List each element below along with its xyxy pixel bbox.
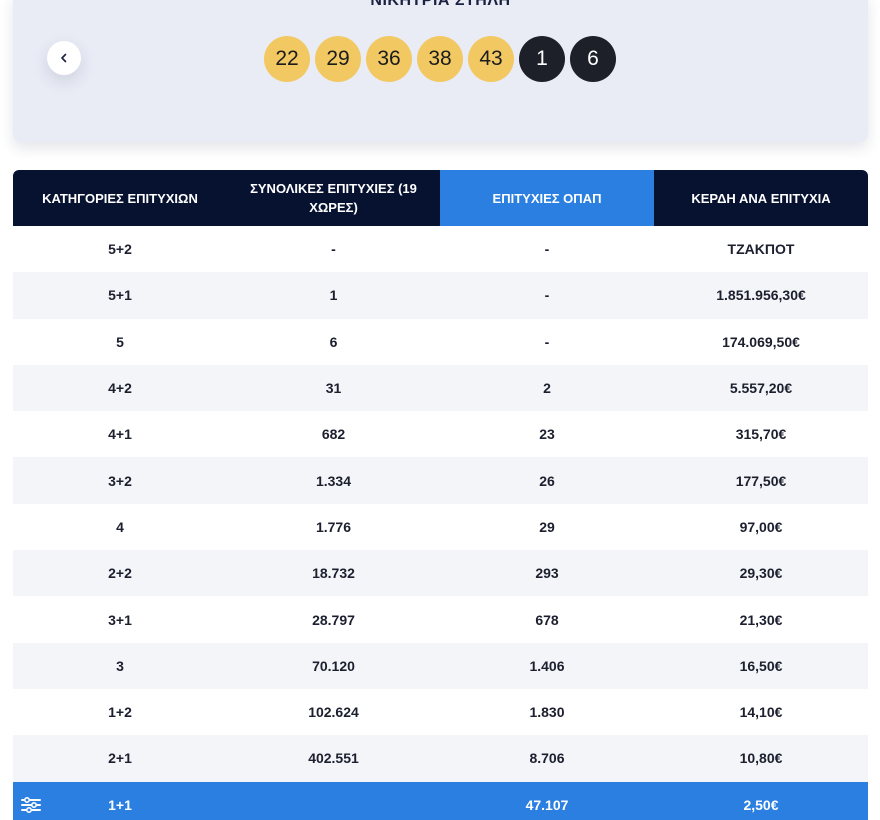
cell-opap-winners: 8.706 — [529, 750, 565, 767]
number-ball: 38 — [417, 36, 463, 82]
table-row: 5+2 - - ΤΖΑΚΠΟΤ — [13, 226, 868, 273]
drawn-numbers: 22 29 36 38 43 1 6 — [264, 36, 616, 82]
cell-category: 5 — [116, 333, 124, 350]
cell-category: 5+2 — [108, 241, 132, 258]
table-row: 4+1 682 23 315,70€ — [13, 411, 868, 458]
cell-prize: ΤΖΑΚΠΟΤ — [727, 241, 795, 258]
cell-prize: 5.557,20€ — [729, 380, 793, 397]
cell-category: 4 — [116, 518, 124, 535]
table-row: 1+2 102.624 1.830 14,10€ — [13, 688, 868, 736]
table-row-final: 1+1 47.107 2,50€ — [13, 781, 868, 820]
winning-column-title: ΝΙΚΗΤΡΙΑ ΣΤΗΛΗ — [370, 0, 511, 9]
table-row: 4+2 31 2 5.557,20€ — [13, 364, 868, 412]
cell-category: 5+1 — [108, 287, 132, 304]
cell-prize: 16,50€ — [739, 657, 783, 674]
cell-total-winners: 1.776 — [315, 518, 352, 535]
cell-category: 2+2 — [108, 565, 132, 582]
cell-category: 3 — [116, 657, 124, 674]
cell-total-winners: 70.120 — [312, 657, 355, 674]
number-ball: 29 — [315, 36, 361, 82]
table-row: 5+1 1 - 1.851.956,30€ — [13, 272, 868, 319]
cell-category: 3+1 — [108, 611, 132, 628]
cell-opap-winners: 1.830 — [529, 704, 565, 721]
cell-category: 4+1 — [108, 426, 132, 443]
cell-opap-winners: - — [544, 241, 550, 258]
cell-category: 2+1 — [108, 750, 132, 767]
prize-breakdown-table: ΚΑΤΗΓΟΡΙΕΣ ΕΠΙΤΥΧΙΩΝ ΣΥΝΟΛΙΚΕΣ ΕΠΙΤΥΧΙΕΣ… — [13, 170, 868, 820]
cell-prize: 21,30€ — [739, 611, 783, 628]
cell-total-winners: 28.797 — [312, 611, 355, 628]
number-ball: 43 — [468, 36, 514, 82]
table-header: ΚΑΤΗΓΟΡΙΕΣ ΕΠΙΤΥΧΙΩΝ ΣΥΝΟΛΙΚΕΣ ΕΠΙΤΥΧΙΕΣ… — [13, 170, 868, 226]
table-row: 2+2 18.732 293 29,30€ — [13, 550, 868, 597]
cell-opap-winners: 26 — [539, 472, 555, 489]
header-prize-per-winner: ΚΕΡΔΗ ΑΝΑ ΕΠΙΤΥΧΙΑ — [654, 170, 868, 226]
table-row: 5 6 - 174.069,50€ — [13, 318, 868, 365]
cell-category: 1+1 — [108, 796, 132, 813]
accessibility-menu-icon[interactable] — [20, 795, 42, 815]
cell-opap-winners: 293 — [535, 565, 559, 582]
cell-opap-winners: 2 — [543, 380, 551, 397]
cell-total-winners: 31 — [325, 380, 342, 397]
header-total-winners: ΣΥΝΟΛΙΚΕΣ ΕΠΙΤΥΧΙΕΣ (19 ΧΩΡΕΣ) — [227, 170, 440, 226]
cell-opap-winners: - — [544, 333, 550, 350]
cell-opap-winners: 29 — [539, 518, 555, 535]
table-row: 3 70.120 1.406 16,50€ — [13, 642, 868, 689]
cell-total-winners: 102.624 — [308, 704, 359, 721]
cell-total-winners: - — [331, 241, 336, 258]
cell-prize: 2,50€ — [743, 796, 779, 813]
cell-total-winners: 1 — [329, 287, 338, 304]
cell-category: 3+2 — [108, 472, 132, 489]
cell-prize: 177,50€ — [735, 472, 787, 489]
winning-column-card: ΝΙΚΗΤΡΙΑ ΣΤΗΛΗ 22 29 36 38 43 1 6 — [13, 0, 868, 142]
cell-total-winners: 6 — [329, 333, 338, 350]
cell-opap-winners: 1.406 — [529, 657, 565, 674]
cell-opap-winners: 47.107 — [525, 796, 569, 813]
joker-ball: 1 — [519, 36, 565, 82]
cell-total-winners: 682 — [321, 426, 346, 443]
cell-prize: 174.069,50€ — [722, 333, 800, 350]
cell-prize: 14,10€ — [739, 704, 783, 721]
table-row: 3+2 1.334 26 177,50€ — [13, 457, 868, 504]
cell-opap-winners: - — [544, 287, 550, 304]
number-ball: 22 — [264, 36, 310, 82]
table-row: 2+1 402.551 8.706 10,80€ — [13, 735, 868, 782]
cell-total-winners: 1.334 — [315, 472, 352, 489]
header-categories: ΚΑΤΗΓΟΡΙΕΣ ΕΠΙΤΥΧΙΩΝ — [13, 170, 227, 226]
cell-opap-winners: 678 — [535, 611, 559, 628]
cell-total-winners — [227, 782, 440, 820]
cell-prize: 29,30€ — [739, 565, 783, 582]
back-button[interactable] — [47, 41, 81, 75]
chevron-left-icon — [61, 53, 67, 63]
cell-total-winners: 18.732 — [312, 565, 355, 582]
cell-prize: 1.851.956,30€ — [716, 287, 806, 304]
table-body: 5+2 - - ΤΖΑΚΠΟΤ 5+1 1 - 1.851.956,30€ 5 6 - 174.069… — [13, 226, 868, 782]
cell-prize: 97,00€ — [739, 518, 783, 535]
cell-prize: 315,70€ — [735, 426, 787, 443]
table-row: 3+1 28.797 678 21,30€ — [13, 596, 868, 643]
cell-opap-winners: 23 — [539, 426, 555, 443]
number-ball: 36 — [366, 36, 412, 82]
cell-category: 1+2 — [108, 704, 132, 721]
cell-category: 4+2 — [108, 380, 132, 397]
joker-ball: 6 — [570, 36, 616, 82]
cell-total-winners: 402.551 — [308, 750, 359, 767]
header-opap-winners: ΕΠΙΤΥΧΙΕΣ ΟΠΑΠ — [440, 170, 654, 226]
cell-prize: 10,80€ — [739, 750, 783, 767]
table-row: 4 1.776 29 97,00€ — [13, 503, 868, 551]
